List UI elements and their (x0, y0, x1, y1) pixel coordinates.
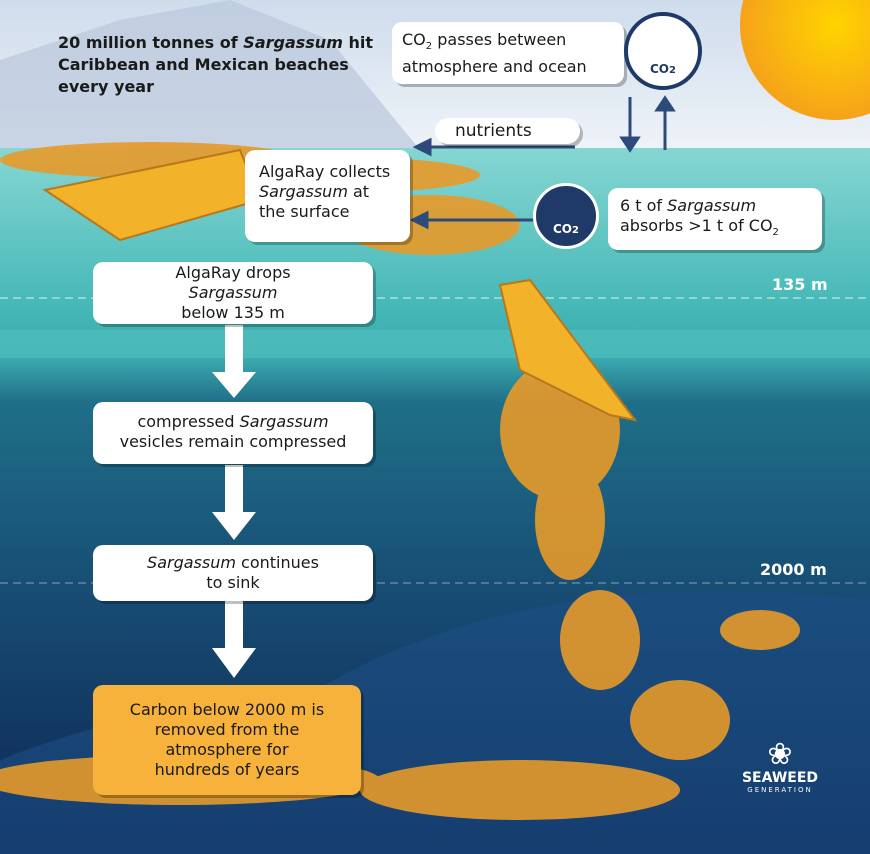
absorb-box: 6 t of Sargassum absorbs >1 t of CO2 (608, 188, 822, 250)
text: CO (553, 222, 573, 236)
text: Carbon below 2000 m is removed from the … (129, 700, 325, 779)
logo-mark: ❀ (767, 737, 793, 772)
depth-label: 2000 m (760, 560, 827, 579)
text: CO (402, 30, 426, 49)
co2-exchange-box: CO2 passes between atmosphere and ocean (392, 22, 624, 84)
logo-text: GENERATION (747, 786, 813, 794)
text: at the surface (259, 182, 370, 221)
text: AlgaRay collects (259, 162, 391, 181)
text: Sargassum (259, 182, 348, 201)
text: Sargassum (239, 412, 329, 431)
text: hit Caribbean and Mexican beaches every … (58, 33, 373, 96)
sun (740, 0, 870, 120)
text: Sargassum (667, 196, 757, 215)
text: continues to sink (206, 553, 319, 592)
text: below 135 m (181, 303, 285, 322)
headline: 20 million tonnes of Sargassum hit Carib… (58, 32, 378, 98)
logo: ❀ SEAWEED GENERATION (735, 737, 825, 795)
text: Sargassum (243, 33, 343, 52)
text: vesicles remain compressed (119, 432, 347, 451)
text: compressed (137, 412, 235, 431)
collect-box: AlgaRay collects Sargassum at the surfac… (245, 150, 410, 242)
text: absorbs >1 t of CO (620, 216, 773, 235)
text: 2 (425, 41, 433, 53)
step-arrows (212, 325, 256, 678)
arrows (409, 95, 676, 230)
water-band (0, 330, 870, 358)
text: Sargassum (188, 283, 278, 302)
text: 6 t of (620, 196, 663, 215)
mountain (0, 0, 420, 150)
text: 20 million tonnes of (58, 33, 238, 52)
text: CO (650, 62, 670, 76)
step-box-final: Carbon below 2000 m is removed from the … (93, 685, 361, 795)
step-box: Sargassum continues to sink (93, 545, 373, 601)
step-box: AlgaRay drops Sargassum below 135 m (93, 262, 373, 324)
text: passes between atmosphere and ocean (402, 30, 587, 77)
text: AlgaRay drops (175, 263, 291, 282)
co2-icon: CO 2 (624, 12, 702, 90)
text: 2 (772, 227, 779, 239)
nutrients-label: nutrients (435, 118, 580, 144)
logo-text: SEAWEED (741, 770, 819, 786)
co2-icon: CO 2 (533, 183, 599, 249)
text: Sargassum (147, 553, 236, 572)
text: 2 (572, 225, 579, 236)
depth-label: 135 m (772, 275, 828, 294)
text: 2 (669, 65, 676, 76)
step-box: compressed Sargassum vesicles remain com… (93, 402, 373, 464)
